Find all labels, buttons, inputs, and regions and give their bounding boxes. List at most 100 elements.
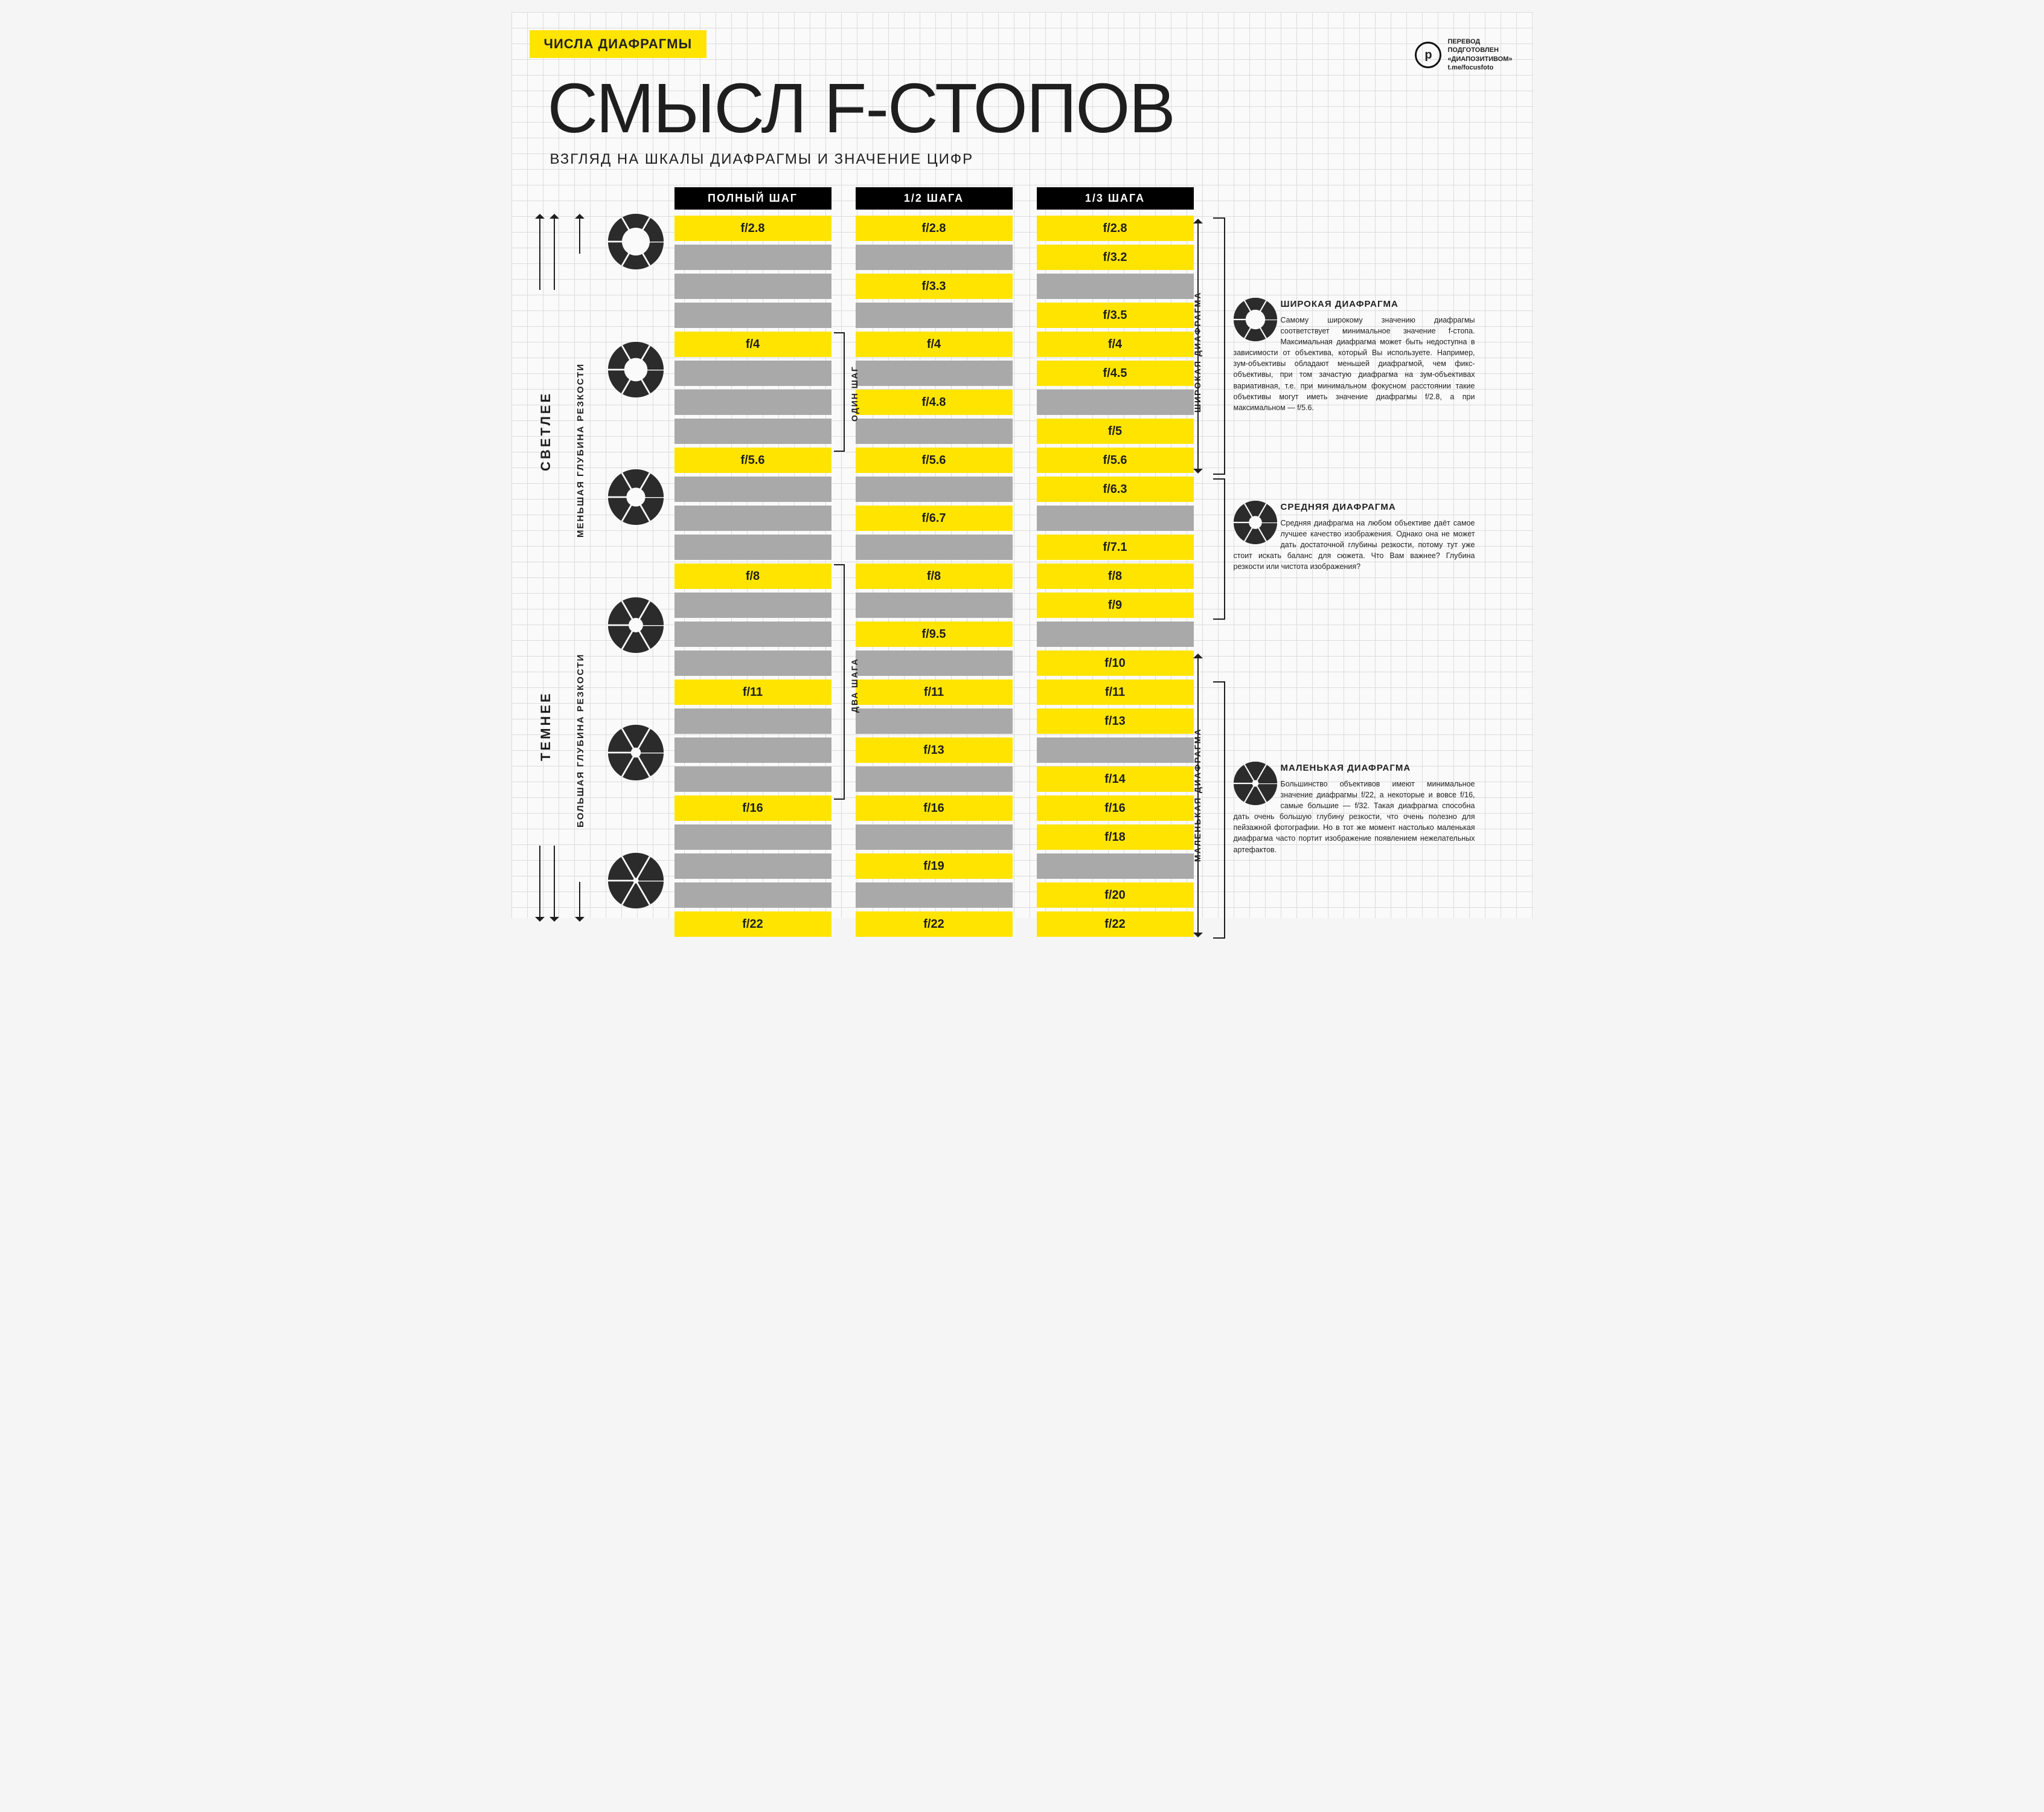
fstop-cell — [856, 824, 1013, 850]
info-bracket — [1213, 681, 1225, 939]
fstop-cell — [674, 506, 831, 531]
fstop-cell: f/11 — [856, 680, 1013, 705]
fstop-cell — [674, 882, 831, 908]
arrow-up-icon — [539, 217, 540, 290]
fstop-cell — [856, 651, 1013, 676]
arrow-down-icon — [554, 846, 555, 918]
fstop-cell — [674, 245, 831, 270]
info-block: СРЕДНЯЯ ДИАФРАГМАСредняя диафрагма на лю… — [1234, 501, 1475, 572]
aperture-icon — [608, 853, 664, 908]
column-header: 1/2 ШАГА — [856, 187, 1013, 210]
page: ЧИСЛА ДИАФРАГМЫ р ПЕРЕВОД ПОДГОТОВЛЕН «Д… — [511, 12, 1533, 918]
credit-logo-icon: р — [1415, 42, 1441, 68]
aperture-icon — [1234, 298, 1277, 341]
fstop-cell: f/2.8 — [1037, 216, 1194, 241]
fstop-cell: f/22 — [1037, 911, 1194, 937]
fstop-cell: f/8 — [674, 564, 831, 589]
fstop-cell: f/11 — [674, 680, 831, 705]
fstop-cell: f/19 — [856, 853, 1013, 879]
fstop-cell — [1037, 274, 1194, 299]
info-bracket — [1213, 478, 1225, 620]
fstop-cell: f/4 — [674, 332, 831, 357]
fstop-cell — [1037, 737, 1194, 763]
fstop-cell — [856, 593, 1013, 618]
aperture-icon — [608, 597, 664, 653]
credit-line: ПОДГОТОВЛЕН — [1447, 46, 1512, 54]
fstop-cell: f/5 — [1037, 419, 1194, 444]
credit-line: ПЕРЕВОД — [1447, 37, 1512, 46]
credit-block: р ПЕРЕВОД ПОДГОТОВЛЕН «ДИАПОЗИТИВОМ» t.m… — [1415, 37, 1512, 72]
column-header: 1/3 ШАГА — [1037, 187, 1194, 210]
info-block: МАЛЕНЬКАЯ ДИАФРАГМАБольшинство объективо… — [1234, 762, 1475, 855]
info-bracket — [1213, 217, 1225, 475]
fstop-cell: f/16 — [856, 795, 1013, 821]
bracket-two-steps — [834, 564, 845, 800]
fstop-cell: f/8 — [1037, 564, 1194, 589]
info-block: ШИРОКАЯ ДИАФРАГМАСамому широкому значени… — [1234, 298, 1475, 413]
fstop-cell — [856, 303, 1013, 328]
arrow-down-icon — [579, 882, 580, 918]
fstop-cell — [674, 651, 831, 676]
fstop-cell — [1037, 622, 1194, 647]
fstop-cell: f/22 — [856, 911, 1013, 937]
arrow-down-icon — [539, 846, 540, 918]
fstop-cell — [674, 853, 831, 879]
label-brighter: СВЕТЛЕЕ — [538, 391, 554, 471]
fstop-cell: f/2.8 — [856, 216, 1013, 241]
fstop-cell: f/20 — [1037, 882, 1194, 908]
fstop-cell: f/6.7 — [856, 506, 1013, 531]
fstop-cell: f/6.3 — [1037, 477, 1194, 502]
range-label: МАЛЕНЬКАЯ ДИАФРАГМА — [1193, 728, 1202, 862]
fstop-cell — [856, 882, 1013, 908]
fstop-cell — [674, 766, 831, 792]
fstop-cell: f/3.2 — [1037, 245, 1194, 270]
arrow-up-icon — [554, 217, 555, 290]
fstop-cell — [674, 535, 831, 560]
fstop-cell — [674, 737, 831, 763]
fstop-cell — [674, 390, 831, 415]
fstop-cell — [856, 535, 1013, 560]
fstop-cell: f/9 — [1037, 593, 1194, 618]
fstop-cell: f/4 — [1037, 332, 1194, 357]
fstop-column: ПОЛНЫЙ ШАГf/2.8f/4f/5.6f/8f/11f/16f/22 — [674, 187, 831, 940]
fstop-cell: f/7.1 — [1037, 535, 1194, 560]
fstop-cell: f/13 — [1037, 708, 1194, 734]
fstop-cell: f/3.5 — [1037, 303, 1194, 328]
label-two-steps: ДВА ШАГА — [850, 658, 859, 713]
fstop-cell: f/2.8 — [674, 216, 831, 241]
fstop-cell: f/11 — [1037, 680, 1194, 705]
credit-line: t.me/focusfoto — [1447, 63, 1512, 72]
fstop-cell — [674, 477, 831, 502]
fstop-cell — [856, 766, 1013, 792]
fstop-cell: f/18 — [1037, 824, 1194, 850]
fstop-cell — [674, 274, 831, 299]
label-more-dof: БОЛЬШАЯ ГЛУБИНА РЕЗКОСТИ — [575, 654, 586, 827]
fstop-cell — [856, 419, 1013, 444]
fstop-column: 1/2 ШАГАf/2.8f/3.3f/4f/4.8f/5.6f/6.7f/8f… — [856, 187, 1013, 940]
aperture-icon — [608, 469, 664, 525]
fstop-column: 1/3 ШАГАf/2.8f/3.2f/3.5f/4f/4.5f/5f/5.6f… — [1037, 187, 1194, 940]
fstop-cell: f/13 — [856, 737, 1013, 763]
fstop-cell: f/4.8 — [856, 390, 1013, 415]
arrow-up-icon — [579, 217, 580, 254]
fstop-cell — [856, 477, 1013, 502]
column-header: ПОЛНЫЙ ШАГ — [674, 187, 831, 210]
fstop-cell: f/5.6 — [674, 448, 831, 473]
credit-text: ПЕРЕВОД ПОДГОТОВЛЕН «ДИАПОЗИТИВОМ» t.me/… — [1447, 37, 1512, 72]
page-subtitle: ВЗГЛЯД НА ШКАЛЫ ДИАФРАГМЫ И ЗНАЧЕНИЕ ЦИФ… — [550, 151, 974, 168]
aperture-icon — [1234, 501, 1277, 544]
fstop-cell — [1037, 853, 1194, 879]
section-tag: ЧИСЛА ДИАФРАГМЫ — [530, 30, 707, 58]
fstop-cell — [674, 622, 831, 647]
fstop-cell — [1037, 390, 1194, 415]
fstop-cell: f/3.3 — [856, 274, 1013, 299]
fstop-cell — [674, 593, 831, 618]
fstop-cell — [856, 245, 1013, 270]
fstop-cell: f/4.5 — [1037, 361, 1194, 386]
aperture-icon — [608, 725, 664, 780]
fstop-cell: f/14 — [1037, 766, 1194, 792]
aperture-icon — [1234, 762, 1277, 805]
range-label: ШИРОКАЯ ДИАФРАГМА — [1193, 292, 1202, 413]
aperture-icon — [608, 342, 664, 397]
fstop-cell — [1037, 506, 1194, 531]
